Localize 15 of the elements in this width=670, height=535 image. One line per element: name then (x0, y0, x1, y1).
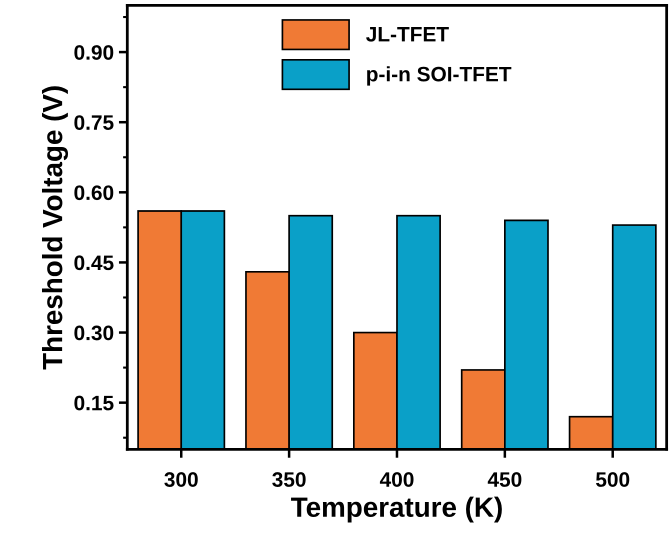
x-tick-label: 300 (164, 472, 198, 487)
y-tick-label: 0.75 (74, 115, 114, 130)
y-axis-title: Threshold Voltage (V) (42, 86, 68, 370)
y-tick-label: 0.45 (74, 255, 114, 270)
x-tick-label: 350 (272, 472, 306, 487)
x-tick-label: 450 (488, 472, 522, 487)
y-tick-label: 0.30 (74, 326, 114, 340)
y-tick-label: 0.60 (74, 185, 114, 200)
x-tick-label: 500 (596, 472, 630, 487)
legend-label: p-i-n SOI-TFET (367, 66, 512, 86)
legend-label: JL-TFET (366, 27, 449, 42)
x-tick-label: 400 (380, 472, 414, 487)
x-axis-title: Temperature (K) (291, 496, 502, 522)
y-tick-label: 0.90 (74, 45, 114, 60)
y-tick-label: 0.15 (74, 396, 114, 410)
